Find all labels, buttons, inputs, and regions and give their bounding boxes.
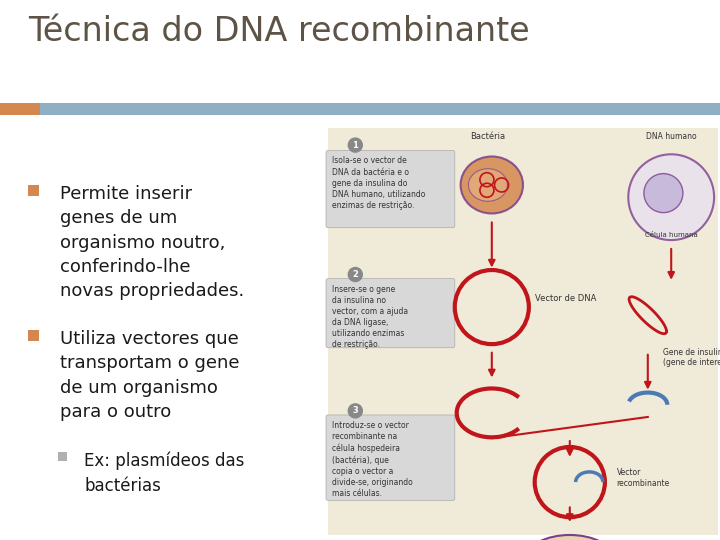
Bar <box>328 128 718 535</box>
Circle shape <box>629 154 714 240</box>
Text: Introduz-se o vector
recombinante na
célula hospedeira
(bactéria), que
copia o v: Introduz-se o vector recombinante na cél… <box>332 421 413 498</box>
Bar <box>58 452 67 461</box>
Circle shape <box>348 138 362 152</box>
Text: Insere-se o gene
da insulina no
vector, com a ajuda
da DNA ligase,
utilizando en: Insere-se o gene da insulina no vector, … <box>332 285 408 349</box>
Text: 3: 3 <box>352 407 358 415</box>
Bar <box>0 103 40 115</box>
Text: Célula humana: Célula humana <box>645 232 698 238</box>
Bar <box>40 103 720 115</box>
Text: 1: 1 <box>352 140 359 150</box>
Text: DNA humano: DNA humano <box>646 132 696 141</box>
Text: Utiliza vectores que
transportam o gene
de um organismo
para o outro: Utiliza vectores que transportam o gene … <box>60 330 240 421</box>
Ellipse shape <box>469 168 508 201</box>
Ellipse shape <box>461 157 523 213</box>
Circle shape <box>348 404 362 418</box>
Text: 2: 2 <box>352 270 359 279</box>
Text: Permite inserir
genes de um
organismo noutro,
conferindo-lhe
novas propriedades.: Permite inserir genes de um organismo no… <box>60 185 244 300</box>
Bar <box>28 330 39 341</box>
Ellipse shape <box>527 535 613 540</box>
Circle shape <box>348 267 362 281</box>
Text: Gene de insulina
(gene de interesse): Gene de insulina (gene de interesse) <box>663 348 720 367</box>
Text: Ex: plasmídeos das
bactérias: Ex: plasmídeos das bactérias <box>84 452 244 495</box>
Text: Vector de DNA: Vector de DNA <box>535 294 596 303</box>
FancyBboxPatch shape <box>326 279 455 348</box>
Circle shape <box>644 174 683 213</box>
FancyBboxPatch shape <box>326 151 455 228</box>
Bar <box>28 185 39 196</box>
Text: Isola-se o vector de
DNA da bactéria e o
gene da insulina do
DNA humano, utiliza: Isola-se o vector de DNA da bactéria e o… <box>332 157 426 210</box>
Text: Bactéria: Bactéria <box>470 132 505 141</box>
Text: Vector
recombinante: Vector recombinante <box>616 468 670 488</box>
FancyBboxPatch shape <box>326 415 455 501</box>
Text: Técnica do DNA recombinante: Técnica do DNA recombinante <box>28 15 530 48</box>
